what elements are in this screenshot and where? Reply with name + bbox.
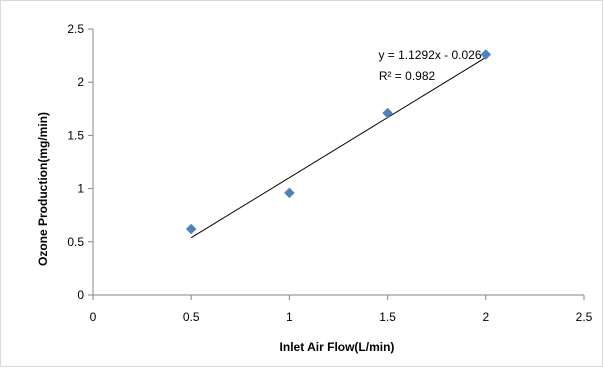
data-point [480,49,492,60]
y-tick-label: 0.5 [67,235,84,249]
trendline-group [190,57,487,239]
y-tick-label: 0 [77,288,84,302]
y-tick-label: 2 [77,75,84,89]
tick-labels: 0 0.5 1 1.5 2 2.5 0 0.5 1 1.5 2 2.5 [67,22,592,324]
data-point [284,187,295,199]
x-tick-label: 1.5 [379,310,396,324]
y-tick-label: 1 [77,182,84,196]
trendline [190,57,487,239]
y-tick-label: 1.5 [67,128,84,142]
axes [88,28,585,300]
x-tick-label: 2 [482,310,489,324]
data-point [185,223,197,235]
data-point [382,107,393,119]
x-tick-label: 0 [90,310,97,324]
x-tick-label: 0.5 [183,310,200,324]
trendline-r2-label: R² = 0.982 [379,69,436,83]
data-points [185,49,492,235]
x-axis-label: Inlet Air Flow(L/min) [280,340,395,354]
x-tick-label: 2.5 [576,310,593,324]
x-tick-label: 1 [286,310,293,324]
y-axis-label: Ozone Production(mg/min) [36,112,50,266]
y-tick-label: 2.5 [67,22,84,36]
trendline-equation-label: y = 1.1292x - 0.026 [378,48,481,62]
